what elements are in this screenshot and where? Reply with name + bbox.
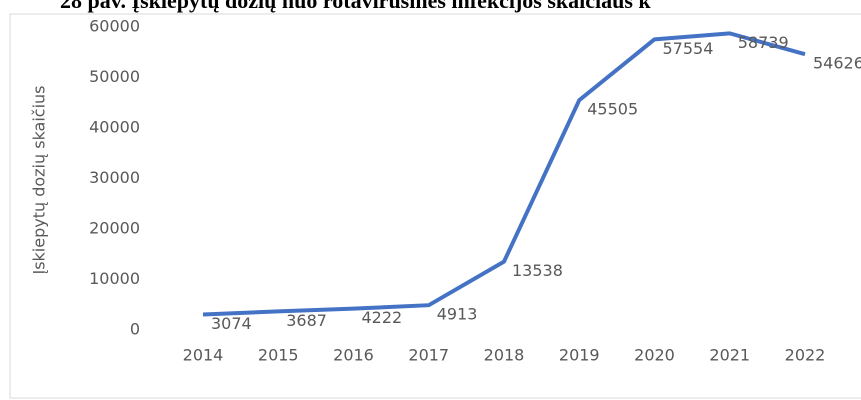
y-tick-label: 0 bbox=[130, 320, 140, 339]
data-label: 45505 bbox=[587, 100, 638, 119]
y-axis-label: Įskiepytų dozių skaičius bbox=[30, 85, 49, 274]
x-tick-label: 2020 bbox=[634, 346, 675, 365]
data-label: 4913 bbox=[437, 305, 478, 324]
data-label: 54626 bbox=[813, 54, 861, 73]
data-label: 13538 bbox=[512, 261, 563, 280]
x-tick-label: 2018 bbox=[484, 346, 525, 365]
x-tick-label: 2022 bbox=[785, 346, 826, 365]
x-tick-label: 2014 bbox=[183, 346, 224, 365]
chart-title: 28 pav. Įskiepytų dozių nuo rotavirusinė… bbox=[60, 0, 651, 13]
y-tick-label: 40000 bbox=[89, 118, 140, 137]
data-label: 4222 bbox=[362, 308, 403, 327]
line-series bbox=[202, 31, 806, 317]
x-tick-label: 2015 bbox=[258, 346, 299, 365]
chart-frame bbox=[9, 13, 861, 399]
data-label: 3074 bbox=[211, 314, 252, 333]
data-label: 57554 bbox=[663, 39, 714, 58]
y-tick-label: 30000 bbox=[89, 168, 140, 187]
data-label: 58739 bbox=[738, 33, 789, 52]
data-label: 3687 bbox=[286, 311, 327, 330]
x-tick-label: 2019 bbox=[559, 346, 600, 365]
y-tick-label: 60000 bbox=[89, 17, 140, 36]
y-tick-label: 50000 bbox=[89, 67, 140, 86]
y-tick-label: 20000 bbox=[89, 219, 140, 238]
x-tick-label: 2021 bbox=[709, 346, 750, 365]
y-tick-label: 10000 bbox=[89, 269, 140, 288]
x-tick-label: 2017 bbox=[408, 346, 449, 365]
x-tick-label: 2016 bbox=[333, 346, 374, 365]
